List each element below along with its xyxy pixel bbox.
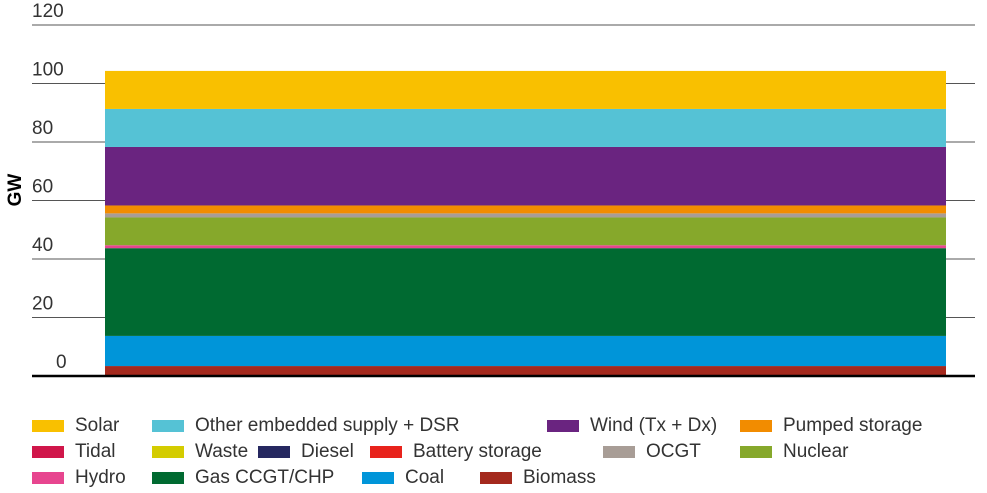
legend-label: Pumped storage: [783, 415, 922, 436]
legend-label: Hydro: [75, 467, 126, 488]
legend-swatch: [32, 472, 64, 484]
bar-segment: [105, 108, 946, 147]
legend-swatch: [603, 446, 635, 458]
legend-swatch: [152, 446, 184, 458]
legend-label: Battery storage: [413, 441, 542, 462]
y-tick-label: 80: [32, 118, 53, 139]
bar-segment: [105, 245, 946, 249]
legend-swatch: [362, 472, 394, 484]
y-tick-label: 20: [32, 294, 53, 315]
legend-swatch: [32, 446, 64, 458]
legend-label: Wind (Tx + Dx): [590, 415, 717, 436]
legend-swatch: [480, 472, 512, 484]
y-tick-label: 0: [56, 352, 67, 373]
legend-swatch: [32, 420, 64, 432]
bar-segment: [105, 70, 946, 109]
legend-swatch: [547, 420, 579, 432]
legend-label: Tidal: [75, 441, 115, 462]
legend-label: Waste: [195, 441, 248, 462]
legend-swatch: [152, 420, 184, 432]
y-tick-label: 40: [32, 235, 53, 256]
bar-segment: [105, 217, 946, 246]
legend-swatch: [152, 472, 184, 484]
legend-label: Coal: [405, 467, 444, 488]
legend-label: Nuclear: [783, 441, 849, 462]
legend-swatch: [370, 446, 402, 458]
y-tick-label: 120: [32, 1, 64, 22]
legend-swatch: [740, 420, 772, 432]
y-tick-label: 60: [32, 177, 53, 198]
bar-segment: [105, 366, 946, 376]
bar-segment: [105, 248, 946, 336]
bar-segment: [105, 335, 946, 367]
legend-swatch: [258, 446, 290, 458]
legend-label: Other embedded supply + DSR: [195, 415, 460, 436]
legend-swatch: [740, 446, 772, 458]
legend-label: Biomass: [523, 467, 596, 488]
legend-label: Diesel: [301, 441, 354, 462]
bar-segment: [105, 146, 946, 206]
y-axis-label: GW: [5, 174, 26, 207]
bar-segment: [105, 213, 946, 218]
y-tick-label: 100: [32, 60, 64, 81]
bar-segment: [105, 205, 946, 214]
legend-label: Gas CCGT/CHP: [195, 467, 334, 488]
legend-label: Solar: [75, 415, 120, 436]
legend-label: OCGT: [646, 441, 701, 462]
